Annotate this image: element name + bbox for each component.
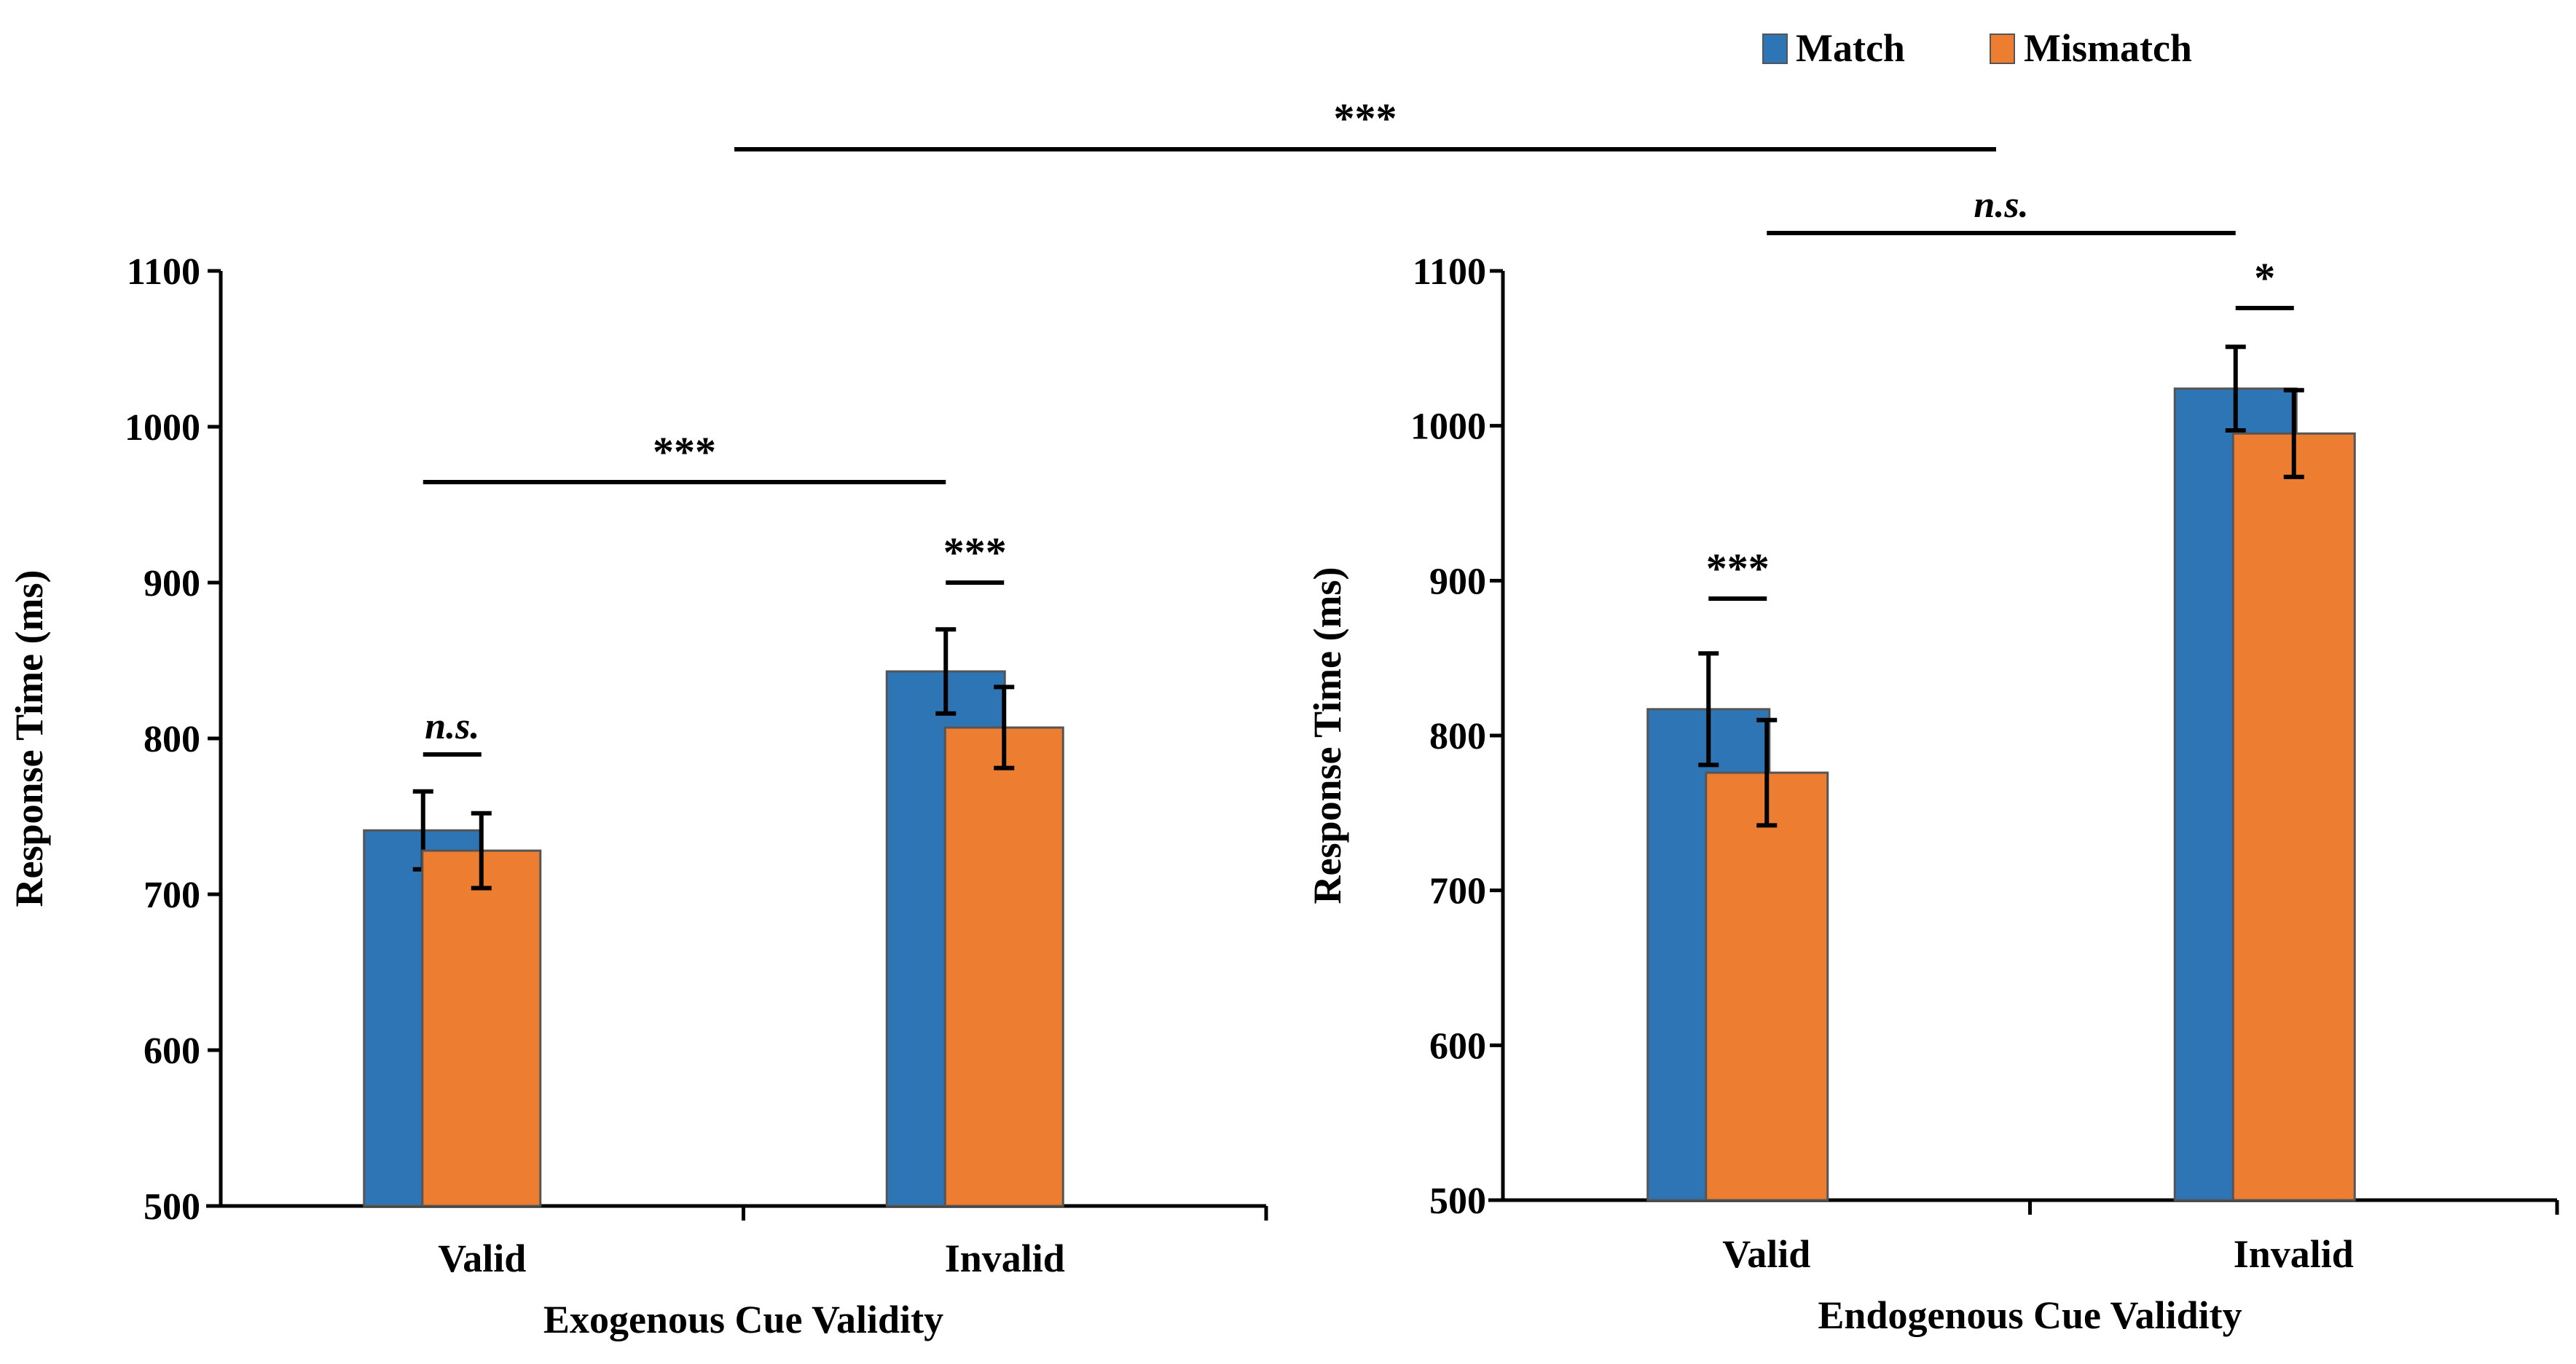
top-comparison-label: ***	[1334, 95, 1397, 142]
significance-label: n.s.	[1974, 184, 2028, 226]
significance-label: ***	[943, 529, 1007, 576]
y-tick-label: 600	[144, 1030, 200, 1072]
y-tick-label: 500	[1429, 1180, 1486, 1222]
x-category-label: Valid	[1722, 1232, 1810, 1276]
y-tick-label: 1100	[127, 251, 200, 293]
x-axis-title: Endogenous Cue Validity	[1818, 1293, 2242, 1337]
bar-mismatch-valid	[421, 849, 542, 1207]
y-axis-title: Response Time (ms)	[1305, 567, 1349, 904]
y-tick-label: 900	[1429, 561, 1486, 602]
y-tick-label: 800	[144, 719, 200, 760]
significance-label: ***	[1706, 545, 1770, 592]
y-tick-label: 1100	[1413, 251, 1486, 293]
bar-mismatch-valid	[1705, 771, 1829, 1202]
chart-exogenous: 500 600 700 800 900 1000 1100 Valid InvalidExoge…	[7, 251, 1268, 1341]
bar-mismatch-invalid	[943, 726, 1064, 1207]
x-axis-title: Exogenous Cue Validity	[543, 1298, 943, 1341]
legend-label-mismatch: Mismatch	[2024, 26, 2192, 70]
legend: Match Mismatch	[1762, 26, 2192, 70]
legend-swatch-match	[1762, 33, 1788, 64]
y-tick-label: 700	[1429, 871, 1486, 912]
significance-label: *	[2254, 254, 2275, 301]
top-comparison: ***	[734, 95, 1996, 151]
y-tick-label: 900	[144, 563, 200, 604]
y-axis-title: Response Time (ms)	[7, 569, 51, 907]
x-category-label: Invalid	[2234, 1232, 2354, 1276]
bar-mismatch-invalid	[2231, 432, 2356, 1202]
chart-endogenous: 500 600 700 800 900 1000 1100 Valid Invalid Endog…	[1305, 184, 2559, 1337]
y-tick-label: 600	[1429, 1025, 1486, 1067]
x-category-label: Invalid	[945, 1237, 1065, 1280]
significance-label: ***	[653, 428, 716, 476]
legend-label-match: Match	[1796, 26, 1905, 70]
legend-swatch-mismatch	[1990, 33, 2015, 64]
y-tick-label: 1000	[1410, 406, 1486, 448]
significance-label: n.s.	[425, 706, 479, 747]
y-tick-label: 700	[144, 875, 200, 916]
y-tick-label: 500	[144, 1186, 200, 1228]
y-tick-label: 800	[1429, 716, 1486, 757]
x-category-label: Valid	[438, 1237, 526, 1280]
y-tick-label: 1000	[125, 407, 200, 449]
